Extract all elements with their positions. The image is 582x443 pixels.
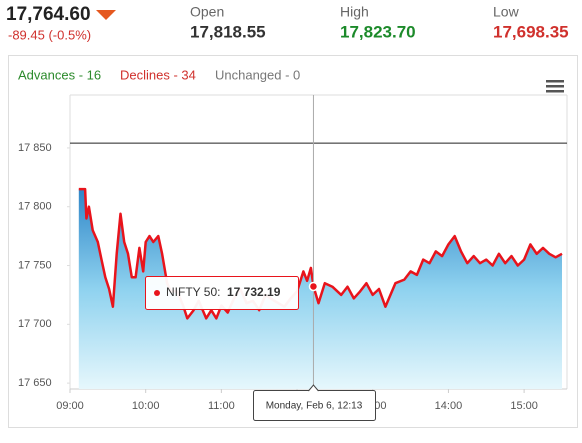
change: -89.45 (-0.5%) xyxy=(8,27,91,42)
x-tick-label: 14:00 xyxy=(435,400,463,412)
tooltip-name: NIFTY 50: xyxy=(166,285,220,299)
x-tick-label: 11:00 xyxy=(208,400,235,412)
x-tick-label: 15:00 xyxy=(510,400,538,412)
unchanged: Unchanged - 0 xyxy=(215,67,300,82)
y-tick-label: 17 650 xyxy=(18,377,52,389)
y-tick-label: 17 800 xyxy=(18,201,52,213)
declines: Declines - 34 xyxy=(120,67,196,82)
x-tick-label: 09:00 xyxy=(56,400,84,412)
advances: Advances - 16 xyxy=(18,67,101,82)
stat-label: Low xyxy=(493,4,520,20)
stat-value: 17,818.55 xyxy=(190,22,266,41)
y-tick-label: 17 700 xyxy=(18,318,52,330)
y-tick-label: 17 850 xyxy=(18,142,52,154)
stat-value: 17,823.70 xyxy=(340,22,416,41)
date-label: Monday, Feb 6, 12:13 xyxy=(266,401,363,412)
date-label-pointer xyxy=(308,384,319,392)
stat-label: High xyxy=(340,4,369,20)
down-arrow xyxy=(96,10,116,20)
stat-label: Open xyxy=(190,4,224,20)
stat-value: 17,698.35 xyxy=(493,22,569,41)
tooltip-box xyxy=(145,276,299,310)
x-tick-label: 10:00 xyxy=(132,400,160,412)
hover-point xyxy=(308,281,319,292)
area xyxy=(78,189,563,389)
y-tick-label: 17 750 xyxy=(18,259,52,271)
tooltip-value: 17 732.19 xyxy=(227,285,281,299)
price: 17,764.60 xyxy=(6,4,91,25)
tooltip-dot xyxy=(154,290,160,296)
menu-icon[interactable] xyxy=(546,80,564,93)
